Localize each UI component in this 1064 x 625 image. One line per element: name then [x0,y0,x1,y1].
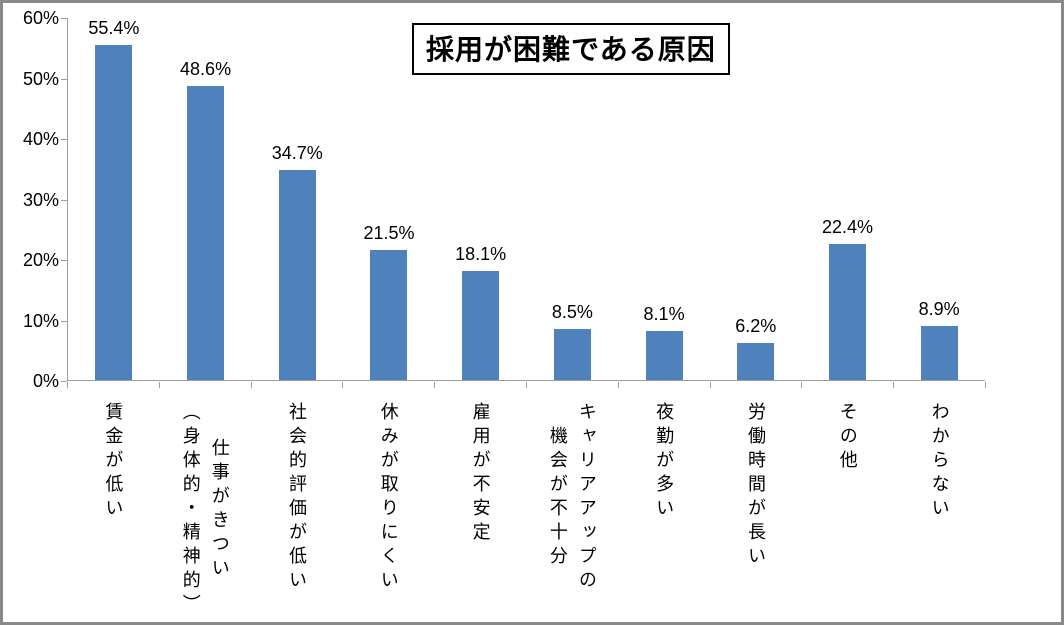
bar [187,85,225,380]
category-slot: 賃金が低い [67,402,159,522]
bar-value-label: 55.4% [88,17,140,38]
bar [95,44,133,380]
x-axis-tick [617,382,619,388]
bar-slot: 18.1% [435,243,527,380]
category-slot: わからない [893,402,985,522]
x-axis-tick [801,382,803,388]
bar-value-label: 8.5% [551,301,593,322]
y-axis-tick [61,260,67,261]
bar [828,244,866,380]
bar-slot: 6.2% [710,315,802,380]
bar [553,328,591,380]
bar-value-label: 21.5% [363,222,415,243]
y-axis-label: 30% [22,189,59,210]
x-axis-tick [342,382,344,388]
bar-slot: 34.7% [251,143,343,380]
bar-value-label: 18.1% [455,243,507,264]
category-slot: 夜勤が多い [618,402,710,522]
bar-value-label: 8.1% [643,304,685,324]
y-axis-label: 40% [22,129,59,149]
x-axis-labels: 賃金が低い 仕事がきつい （身体的・精神的） 社会的評価が低い 休みが取りにくい 雇用が… [67,402,985,618]
bar-value-label: 22.4% [821,217,873,238]
x-axis-tick [709,382,711,388]
bar-value-label: 48.6% [180,58,232,79]
x-axis-tick [158,382,160,388]
bar-slot: 22.4% [802,217,894,380]
category-slot: 労働時間が長い [710,402,802,570]
category-label: 社会的評価が低い [286,402,307,594]
bar [920,326,958,380]
category-slot: その他 [801,402,893,474]
chart-title: 採用が困難である原因 [412,23,730,75]
category-slot: 仕事がきつい （身体的・精神的） [159,402,251,618]
bar [278,170,316,380]
bar [737,342,775,380]
bar-slot: 55.4% [68,18,160,380]
y-axis-tick [61,139,67,140]
y-axis-tick [61,320,67,322]
bar-value-label: 34.7% [271,143,323,164]
category-slot: 休みが取りにくい [342,402,434,594]
bar [645,331,683,380]
category-label: 賃金が低い [103,402,124,522]
bar-slot: 8.1% [618,304,710,380]
category-slot: 社会的評価が低い [251,402,343,594]
bar-slot: 8.5% [527,302,619,380]
x-axis-tick [893,382,895,388]
bar-slot: 21.5% [343,223,435,380]
bars-container: 55.4% 48.6% 34.7% 21.5% 18.1% 8.5% 8.1% 6.2% 22.… [68,18,985,380]
category-label: 夜勤が多い [654,402,675,522]
category-label: 休みが取りにくい [378,402,399,594]
y-axis-label: 50% [22,68,59,89]
bar-slot: 8.9% [893,299,985,380]
category-label: 仕事がきつい （身体的・精神的） [180,402,230,618]
x-axis-tick [985,382,986,388]
x-axis-tick [434,382,436,388]
y-axis-tick [61,381,67,382]
category-slot: 雇用が不安定 [434,402,526,546]
bar-value-label: 6.2% [735,315,777,336]
y-axis-label: 0% [32,371,59,391]
category-slot: キャリアアップの 機会が不十分 [526,402,618,594]
plot-area: 55.4% 48.6% 34.7% 21.5% 18.1% 8.5% 8.1% 6.2% 22.… [67,18,985,381]
y-axis-tick [61,78,67,80]
bar-slot: 48.6% [160,59,252,380]
category-label: わからない [929,402,950,522]
x-axis-tick [250,382,252,388]
category-label: 雇用が不安定 [470,402,491,546]
x-axis-tick [526,382,527,388]
y-axis-tick [61,18,67,19]
bar [370,249,408,380]
category-label: 労働時間が長い [745,402,766,570]
y-axis-label: 60% [22,8,59,28]
bar-value-label: 8.9% [918,299,960,320]
x-axis-tick [67,382,68,388]
y-axis-label: 10% [22,310,59,331]
category-label: キャリアアップの 機会が不十分 [547,402,597,594]
category-label: その他 [837,402,858,474]
y-axis-label: 20% [22,250,59,270]
bar [462,270,500,380]
y-axis-tick [61,199,67,201]
